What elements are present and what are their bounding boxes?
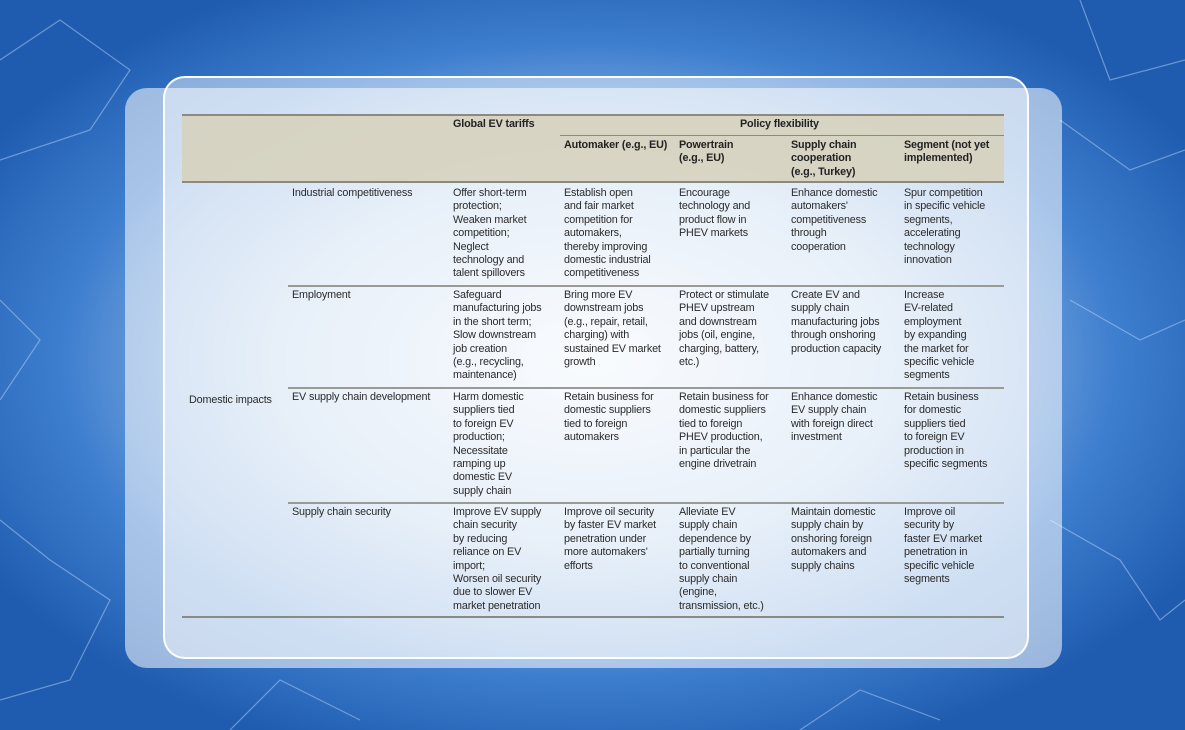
table-cell: Offer short-term protection; Weaken mark… bbox=[453, 187, 527, 280]
header-global-ev-tariffs: Global EV tariffs bbox=[453, 118, 535, 130]
row-label-supply-chain-security: Supply chain security bbox=[292, 506, 391, 518]
table-cell: Create EV and supply chain manufacturing… bbox=[791, 289, 882, 355]
header-segment: Segment (not yet implemented) bbox=[904, 139, 990, 165]
group-label-domestic-impacts: Domestic impacts bbox=[189, 394, 272, 406]
table-cell: Encourage technology and product flow in… bbox=[679, 187, 751, 240]
table-cell: Improve EV supply chain security by redu… bbox=[453, 506, 542, 612]
table-cell: Enhance domestic automakers' competitive… bbox=[791, 187, 878, 253]
table-cell: Retain business for domestic suppliers t… bbox=[679, 391, 769, 471]
row-divider bbox=[288, 387, 1004, 389]
row-divider bbox=[288, 502, 1004, 504]
table-cell: Bring more EV downstream jobs (e.g., rep… bbox=[564, 289, 661, 369]
background-panel bbox=[125, 88, 1062, 668]
row-label-industrial-competitiveness: Industrial competitiveness bbox=[292, 187, 413, 199]
header-powertrain: Powertrain (e.g., EU) bbox=[679, 139, 734, 165]
table-cell: Retain business for domestic suppliers t… bbox=[564, 391, 654, 444]
row-label-ev-supply-chain-development: EV supply chain development bbox=[292, 391, 431, 403]
header-divider bbox=[560, 135, 1004, 136]
table-cell: Establish open and fair market competiti… bbox=[564, 187, 651, 280]
table-bottom-rule bbox=[182, 616, 1004, 618]
table-cell: Increase EV-related employment by expand… bbox=[904, 289, 975, 382]
table-cell: Enhance domestic EV supply chain with fo… bbox=[791, 391, 878, 444]
row-divider bbox=[288, 285, 1004, 287]
table-cell: Retain business for domestic suppliers t… bbox=[904, 391, 988, 471]
table-cell: Maintain domestic supply chain by onshor… bbox=[791, 506, 876, 572]
table-cell: Improve oil security by faster EV market… bbox=[904, 506, 983, 586]
table-cell: Protect or stimulate PHEV upstream and d… bbox=[679, 289, 770, 369]
table-cell: Harm domestic suppliers tied to foreign … bbox=[453, 391, 524, 497]
table-cell: Safeguard manufacturing jobs in the shor… bbox=[453, 289, 542, 382]
table-cell: Improve oil security by faster EV market… bbox=[564, 506, 656, 572]
table-cell: Alleviate EV supply chain dependence by … bbox=[679, 506, 764, 612]
header-policy-flexibility: Policy flexibility bbox=[740, 118, 819, 130]
header-supply-chain-cooperation: Supply chain cooperation (e.g., Turkey) bbox=[791, 139, 857, 178]
row-label-employment: Employment bbox=[292, 289, 351, 301]
table-header bbox=[182, 114, 1004, 183]
table-cell: Spur competition in specific vehicle seg… bbox=[904, 187, 986, 267]
header-automaker: Automaker (e.g., EU) bbox=[564, 139, 668, 151]
